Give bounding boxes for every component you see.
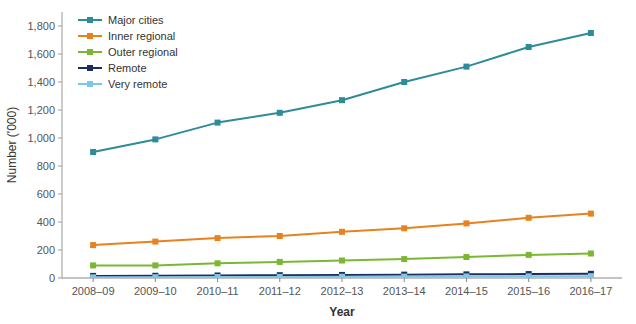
marker	[463, 220, 469, 226]
x-tick	[466, 278, 467, 282]
y-tick	[58, 194, 62, 195]
marker	[90, 274, 96, 278]
legend-label: Outer regional	[108, 46, 178, 58]
x-tick	[155, 278, 156, 282]
x-axis-label: Year	[329, 305, 355, 319]
marker	[526, 44, 532, 50]
marker	[215, 260, 221, 266]
marker	[339, 258, 345, 264]
marker	[215, 235, 221, 241]
y-tick-label: 0	[49, 272, 55, 284]
chart: 0 200 400 600 800 1,000 1,200 1,400 1,600 1,800 20…	[0, 0, 636, 324]
marker	[152, 262, 158, 268]
y-tick-label: 800	[37, 160, 55, 172]
marker	[277, 259, 283, 265]
y-tick	[58, 54, 62, 55]
x-tick	[404, 278, 405, 282]
y-tick-label: 1,400	[27, 76, 55, 88]
legend-marker	[87, 17, 93, 23]
x-tick-label: 2015–16	[507, 285, 550, 297]
series-line	[93, 214, 591, 246]
x-tick	[279, 278, 280, 282]
marker	[152, 274, 158, 278]
marker	[90, 262, 96, 268]
marker	[401, 79, 407, 85]
y-tick	[58, 82, 62, 83]
x-tick	[342, 278, 343, 282]
y-tick	[58, 138, 62, 139]
marker	[339, 229, 345, 235]
marker	[401, 274, 407, 278]
marker	[277, 233, 283, 239]
marker	[90, 242, 96, 248]
marker	[588, 251, 594, 257]
x-tick	[590, 278, 591, 282]
legend-label: Remote	[108, 62, 147, 74]
y-tick	[58, 26, 62, 27]
marker	[588, 30, 594, 36]
marker	[401, 256, 407, 262]
marker	[588, 273, 594, 278]
marker	[526, 273, 532, 278]
x-tick-label: 2009–10	[134, 285, 177, 297]
x-tick-label: 2013–14	[383, 285, 426, 297]
y-axis-line	[62, 12, 63, 278]
plot-area	[90, 30, 594, 278]
legend: Major cities Inner regional Outer regional…	[78, 14, 178, 90]
marker	[152, 136, 158, 142]
x-tick-label: 2008–09	[72, 285, 115, 297]
y-tick	[58, 278, 62, 279]
x-tick	[93, 278, 94, 282]
x-tick-label: 2016–17	[569, 285, 612, 297]
y-tick-label: 1,000	[27, 132, 55, 144]
y-axis-label: Number ('000)	[5, 107, 19, 183]
y-tick-label: 1,800	[27, 20, 55, 32]
marker	[90, 149, 96, 155]
x-tick	[528, 278, 529, 282]
axes: 0 200 400 600 800 1,000 1,200 1,400 1,600 1,800 20…	[27, 12, 622, 297]
marker	[277, 274, 283, 278]
marker	[463, 254, 469, 260]
legend-marker	[87, 33, 93, 39]
marker	[526, 215, 532, 221]
x-tick-label: 2012–13	[321, 285, 364, 297]
y-tick-label: 600	[37, 188, 55, 200]
y-tick-label: 1,600	[27, 48, 55, 60]
marker	[339, 274, 345, 278]
marker	[463, 64, 469, 70]
marker	[152, 239, 158, 245]
y-tick	[58, 110, 62, 111]
marker	[339, 97, 345, 103]
legend-marker	[87, 49, 93, 55]
y-tick	[58, 250, 62, 251]
marker	[463, 273, 469, 278]
legend-marker	[87, 65, 93, 71]
x-tick	[217, 278, 218, 282]
marker	[588, 211, 594, 217]
marker	[215, 274, 221, 278]
marker	[215, 120, 221, 126]
legend-label: Very remote	[108, 78, 167, 90]
series-line	[93, 254, 591, 266]
legend-marker	[87, 81, 93, 87]
legend-label: Inner regional	[108, 30, 175, 42]
y-tick-label: 400	[37, 216, 55, 228]
x-tick-label: 2014–15	[445, 285, 488, 297]
x-tick-label: 2010–11	[197, 285, 239, 297]
marker	[277, 110, 283, 116]
y-tick	[58, 222, 62, 223]
y-tick	[58, 166, 62, 167]
series-line	[93, 33, 591, 152]
y-tick-label: 200	[37, 244, 55, 256]
legend-label: Major cities	[108, 14, 164, 26]
x-tick-label: 2011–12	[259, 285, 301, 297]
marker	[526, 252, 532, 258]
y-tick-label: 1,200	[27, 104, 55, 116]
marker	[401, 225, 407, 231]
